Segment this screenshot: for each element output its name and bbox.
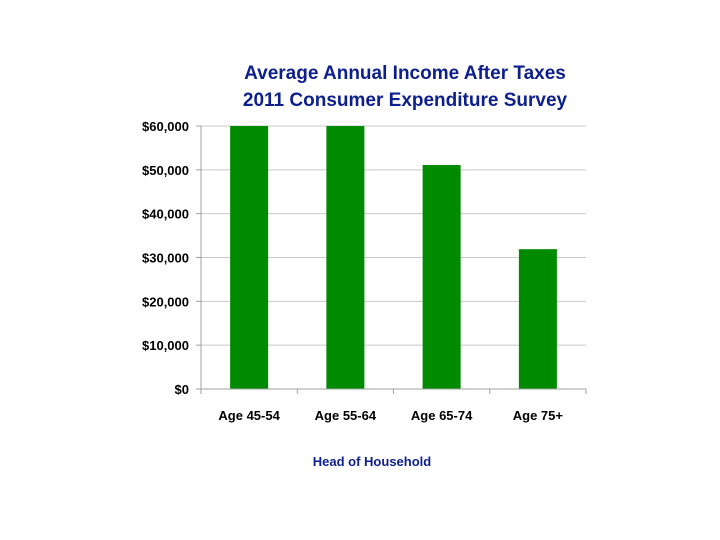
chart-title: Average Annual Income After Taxes: [244, 63, 566, 84]
x-tick-label: Age 65-74: [411, 408, 473, 423]
y-tick-label: $40,000: [142, 207, 189, 222]
bar: [230, 126, 269, 389]
x-tick-label: Age 45-54: [218, 408, 280, 423]
bar: [518, 249, 557, 389]
y-tick-label: $20,000: [142, 294, 189, 309]
y-tick-label: $10,000: [142, 338, 189, 353]
bar: [422, 165, 461, 389]
y-tick-label: $30,000: [142, 251, 189, 266]
x-axis-title: Head of Household: [313, 454, 432, 469]
y-tick-label: $60,000: [142, 119, 189, 134]
x-tick-labels: Age 45-54 Age 55-64 Age 65-74 Age 75+: [218, 408, 563, 423]
x-tick-label: Age 75+: [513, 408, 564, 423]
y-tick-labels: $0 $10,000 $20,000 $30,000 $40,000 $50,000 $60…: [142, 119, 189, 397]
bars: [230, 126, 557, 389]
y-tick-label: $0: [175, 382, 189, 397]
x-tick-label: Age 55-64: [315, 408, 377, 423]
chart-subtitle: 2011 Consumer Expenditure Survey: [243, 90, 568, 111]
y-tick-label: $50,000: [142, 163, 189, 178]
axes: [200, 126, 587, 394]
bar: [326, 126, 365, 389]
